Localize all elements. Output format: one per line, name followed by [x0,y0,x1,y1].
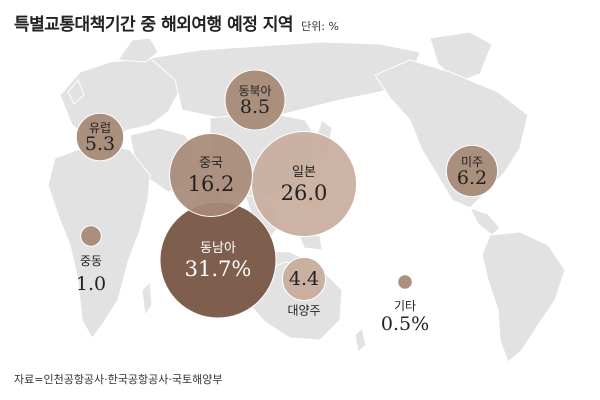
source-note: 자료=인천공항공사·한국공항공사·국토해양부 [14,373,223,386]
bubble-label-동남아: 동남아 [200,241,236,256]
bubble-label-유럽: 유럽 [89,121,111,135]
bubble-대양주 [281,256,327,302]
bubble-label-중동: 중동 [80,254,102,268]
unit-label: 단위: % [301,20,339,33]
bubble-중동 [80,225,102,247]
bubble-label-대양주: 대양주 [287,304,320,318]
bubble-label-기타: 기타 [394,299,416,313]
bubble-label-중국: 중국 [199,156,223,171]
bubble-기타 [397,274,413,290]
bubble-중국 [169,133,253,217]
bubble-유럽 [75,112,125,162]
bubble-동북아 [224,69,286,131]
title-row: 특별교통대책기간 중 해외여행 예정 지역 단위: % [14,10,339,35]
bubble-value-동남아: 31.7% [185,257,252,281]
bubble-value-중국: 16.2 [188,172,235,196]
bubble-label-일본: 일본 [292,165,316,180]
bubble-미주 [445,144,499,198]
bubble-value-중동: 1.0 [76,273,106,295]
bubble-value-유럽: 5.3 [85,133,115,155]
bubble-value-동북아: 8.5 [240,96,270,118]
bubble-value-미주: 6.2 [457,167,487,189]
bubble-label-미주: 미주 [461,155,483,169]
chart-title: 특별교통대책기간 중 해외여행 예정 지역 [14,15,294,35]
bubble-label-동북아: 동북아 [238,84,271,98]
bubble-value-대양주: 4.4 [289,268,319,290]
bubble-value-일본: 26.0 [281,181,328,205]
bubble-value-기타: 0.5% [381,313,429,335]
